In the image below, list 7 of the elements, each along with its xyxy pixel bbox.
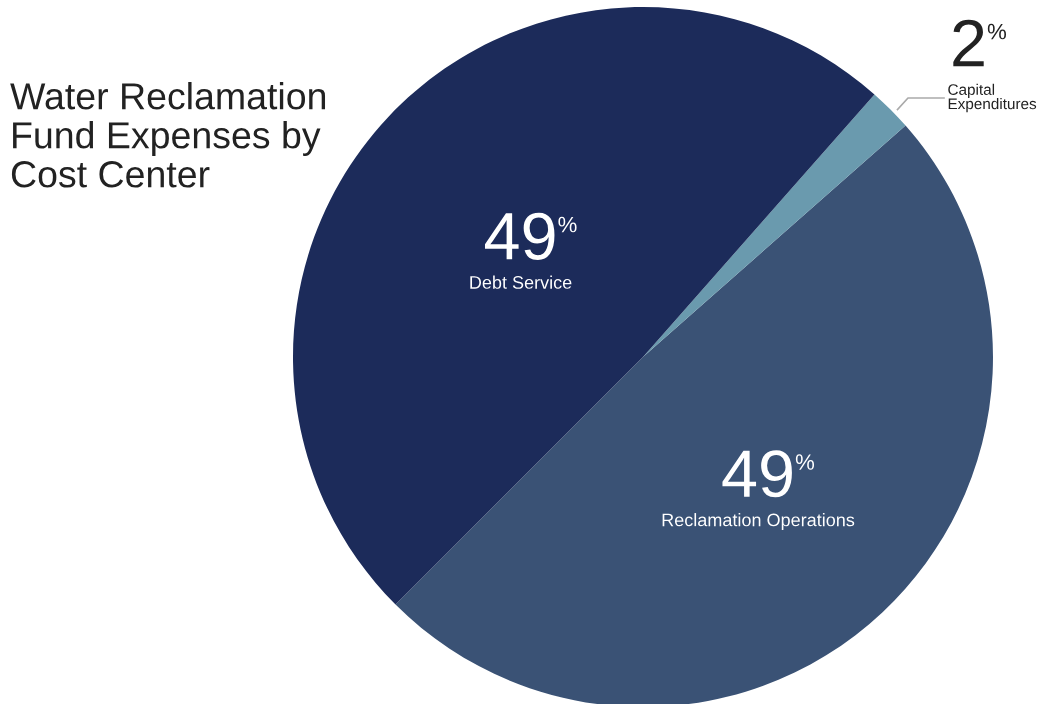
data-label: 49% <box>722 450 815 498</box>
slice-label: Capital Expenditures <box>948 83 1037 113</box>
slice-label: Debt Service <box>470 275 572 289</box>
slice-label: Reclamation Operations <box>662 513 855 530</box>
data-label: 2% <box>953 19 1007 67</box>
text: Water Reclamation Fund Expenses by Cost Center <box>10 82 326 188</box>
data-label: 49% <box>484 212 577 260</box>
